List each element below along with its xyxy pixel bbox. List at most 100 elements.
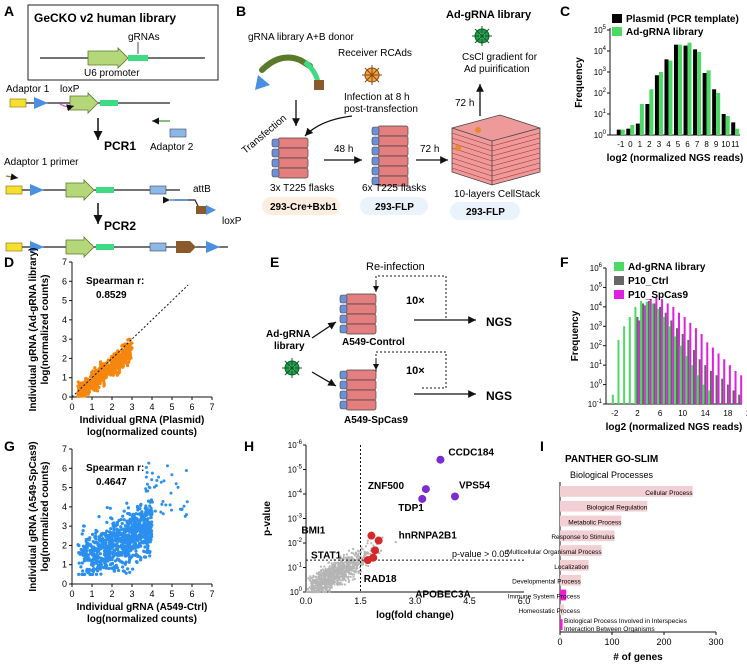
point	[128, 512, 132, 517]
point	[309, 576, 312, 580]
point	[142, 517, 146, 522]
x-tick-label: -2	[611, 409, 619, 418]
x-tick-label: 6	[658, 409, 663, 418]
bar	[636, 317, 639, 404]
bar	[674, 44, 678, 135]
point	[348, 579, 351, 582]
t72b-label: 72 h	[420, 144, 439, 155]
bar	[702, 384, 705, 404]
point	[127, 555, 132, 560]
bar	[560, 515, 622, 527]
point	[124, 560, 128, 564]
x-tick-label: 3	[129, 402, 134, 412]
panel-c-label: C	[560, 3, 570, 19]
point	[152, 485, 156, 489]
x-tick-label: 4	[149, 402, 154, 412]
panel-a-label: A	[4, 3, 14, 19]
point	[148, 486, 152, 490]
bar	[560, 574, 581, 586]
point	[139, 502, 143, 506]
x-axis-title: log(fold change)	[376, 610, 454, 621]
point	[367, 565, 370, 568]
point	[98, 538, 102, 542]
point	[343, 577, 346, 580]
x-tick-label: 1	[638, 140, 643, 149]
bar	[644, 305, 647, 404]
point	[81, 528, 85, 533]
point	[331, 568, 334, 571]
y-tick-label: 100	[594, 130, 607, 140]
bar-label: Homeostatic Process	[519, 608, 581, 615]
point	[114, 563, 118, 567]
legend-swatch	[614, 290, 624, 299]
point	[113, 548, 117, 552]
point	[337, 570, 340, 573]
point	[366, 551, 369, 554]
point	[122, 359, 126, 363]
y-tick-label: 6	[62, 463, 67, 473]
point	[327, 579, 330, 582]
bar	[721, 114, 726, 135]
point	[103, 540, 107, 544]
point	[144, 525, 148, 529]
point	[96, 389, 100, 393]
point	[86, 389, 90, 393]
point	[134, 516, 138, 520]
point	[317, 571, 321, 574]
point	[320, 581, 324, 584]
point	[339, 559, 342, 562]
point	[349, 575, 352, 578]
point	[93, 366, 97, 370]
y-tick-label: 100	[290, 587, 303, 597]
pcr1-label: PCR1	[104, 139, 136, 153]
point	[329, 581, 332, 585]
point	[306, 590, 309, 594]
bar	[657, 308, 660, 404]
point	[349, 567, 353, 571]
bar	[697, 51, 702, 135]
point	[133, 531, 137, 535]
cell1-badge	[262, 197, 340, 215]
point	[322, 586, 325, 589]
point	[120, 521, 124, 526]
bar	[687, 42, 692, 135]
bar	[662, 317, 665, 404]
point	[130, 515, 135, 519]
y-tick-label: 1	[62, 373, 67, 383]
bar	[661, 299, 664, 404]
point	[306, 587, 310, 591]
point	[109, 367, 113, 371]
bar	[683, 45, 688, 135]
y-axis-title: Individual gRNA (Ad-gRNA library)	[28, 248, 39, 412]
point	[122, 545, 127, 549]
point	[113, 370, 117, 374]
point	[127, 552, 131, 557]
point	[336, 580, 339, 583]
y-tick-label: 103	[590, 321, 603, 331]
point	[143, 530, 147, 535]
bar	[638, 320, 641, 404]
point	[124, 535, 129, 539]
x-tick-label: 6.0	[518, 596, 531, 606]
library-title: GeCKO v2 human library	[34, 11, 176, 25]
point	[91, 552, 95, 556]
point	[85, 569, 89, 573]
point	[337, 564, 341, 567]
point	[86, 392, 90, 396]
point	[145, 550, 149, 555]
ctrl-label: A549-Control	[342, 337, 405, 348]
bar	[560, 619, 563, 630]
point	[124, 571, 128, 575]
point	[104, 369, 108, 374]
point	[86, 555, 90, 560]
point	[92, 555, 96, 559]
point	[120, 543, 124, 547]
point	[99, 561, 103, 565]
point	[345, 562, 349, 565]
point	[352, 575, 355, 578]
point	[364, 551, 367, 554]
bar	[676, 328, 678, 404]
purple-gene-dot	[436, 455, 445, 464]
x-axis-title: Individual gRNA (A549-Ctrl)	[77, 602, 208, 613]
